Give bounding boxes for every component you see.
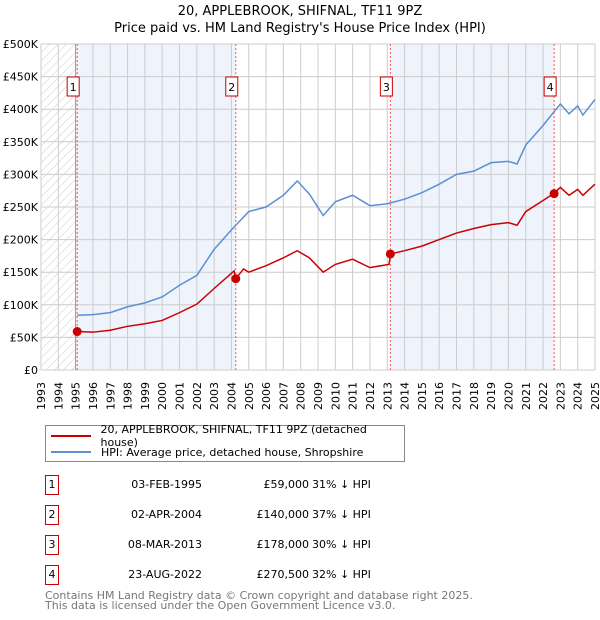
x-tick-label: 2008 — [295, 382, 308, 410]
y-tick-label: £100K — [3, 299, 39, 312]
y-tick-label: £200K — [3, 234, 39, 247]
x-tick-label: 2018 — [468, 382, 481, 410]
x-tick-label: 2006 — [260, 382, 273, 410]
x-tick-label: 1997 — [104, 382, 117, 410]
sale-row: 4 23-AUG-2022 £270,500 32% ↓ HPI — [45, 565, 445, 585]
legend-swatch-hpi — [51, 451, 91, 453]
sale-label: 2 — [228, 81, 235, 94]
x-tick-label: 2019 — [485, 382, 498, 410]
sale-number: 3 — [45, 535, 59, 555]
x-tick-label: 2022 — [537, 382, 550, 410]
sale-label-box — [379, 76, 393, 97]
sale-label-box — [66, 76, 80, 97]
footer-copyright: Contains HM Land Registry data © Crown c… — [45, 589, 473, 602]
y-tick-label: £350K — [3, 136, 39, 149]
x-tick-label: 2014 — [399, 382, 412, 410]
x-tick-label: 2003 — [208, 382, 221, 410]
x-tick-label: 2009 — [312, 382, 325, 410]
series-line-price — [77, 183, 596, 333]
sale-point — [72, 327, 82, 337]
x-tick-label: 1993 — [35, 382, 48, 410]
x-tick-label: 2021 — [520, 382, 533, 410]
y-tick-label: £500K — [3, 38, 39, 51]
x-tick-label: 1995 — [70, 382, 83, 410]
x-tick-label: 2013 — [381, 382, 394, 410]
y-tick-label: £0 — [24, 364, 38, 377]
sale-price: £140,000 — [256, 508, 310, 521]
sale-row: 1 03-FEB-1995 £59,000 31% ↓ HPI — [45, 475, 445, 495]
x-tick-label: 1994 — [52, 382, 65, 410]
sale-label-box — [225, 76, 239, 97]
y-tick-label: £250K — [3, 201, 39, 214]
sale-row: 2 02-APR-2004 £140,000 37% ↓ HPI — [45, 505, 445, 525]
legend-label-price: 20, APPLEBROOK, SHIFNAL, TF11 9PZ (detac… — [100, 423, 367, 449]
sale-price: £178,000 — [256, 538, 310, 551]
x-tick-label: 2020 — [502, 382, 515, 410]
x-tick-label: 2001 — [174, 382, 187, 410]
sale-point — [549, 189, 559, 199]
sale-number: 1 — [45, 475, 59, 495]
sale-price: £270,500 — [256, 568, 310, 581]
y-tick-label: £300K — [3, 168, 39, 181]
x-tick-label: 2011 — [347, 382, 360, 410]
x-tick-label: 1996 — [87, 382, 100, 410]
sale-hpi-diff: 31% ↓ HPI — [312, 478, 371, 491]
y-tick-label: £450K — [3, 71, 39, 84]
sale-hpi-diff: 30% ↓ HPI — [312, 538, 371, 551]
x-tick-label: 2000 — [156, 382, 169, 410]
price-chart: 1993 1994 1995 1996 1997 1998 1999 2000 2001 2002… — [3, 38, 600, 410]
x-tick-label: 2016 — [433, 382, 446, 410]
x-tick-label: 1998 — [122, 382, 135, 410]
sale-date: 03-FEB-1995 — [131, 478, 202, 491]
sale-hpi-diff: 32% ↓ HPI — [312, 568, 371, 581]
x-tick-label: 2015 — [416, 382, 429, 410]
y-tick-label: £400K — [3, 103, 39, 116]
y-tick-label: £50K — [10, 331, 39, 344]
x-tick-label: 2012 — [364, 382, 377, 410]
sale-point — [231, 274, 241, 284]
chart-title: 20, APPLEBROOK, SHIFNAL, TF11 9PZ — [177, 4, 423, 19]
x-tick-label: 2024 — [572, 382, 585, 410]
x-tick-label: 2002 — [191, 382, 204, 410]
sale-label: 3 — [383, 81, 390, 94]
y-tick-label: £150K — [3, 266, 39, 279]
x-tick-label: 2004 — [225, 382, 238, 410]
sale-date: 02-APR-2004 — [130, 508, 202, 521]
sale-label: 4 — [547, 81, 554, 94]
x-tick-label: 2023 — [554, 382, 567, 410]
x-tick-label: 2025 — [589, 382, 600, 410]
footer-licence: This data is licensed under the Open Gov… — [45, 599, 396, 612]
legend-swatch-price — [51, 435, 91, 437]
sale-number: 4 — [45, 565, 59, 585]
sale-number: 2 — [45, 505, 59, 525]
chart-subtitle: Price paid vs. HM Land Registry's House … — [114, 21, 486, 36]
series-line-hpi — [77, 98, 596, 316]
sale-row: 3 08-MAR-2013 £178,000 30% ↓ HPI — [45, 535, 445, 555]
sale-date: 08-MAR-2013 — [127, 538, 202, 551]
x-tick-label: 2010 — [329, 382, 342, 410]
sale-date: 23-AUG-2022 — [128, 568, 202, 581]
sale-hpi-diff: 37% ↓ HPI — [312, 508, 371, 521]
x-tick-label: 2007 — [277, 382, 290, 410]
x-tick-label: 2017 — [451, 382, 464, 410]
sale-label: 1 — [70, 81, 77, 94]
sale-label-box — [543, 76, 557, 97]
sale-price: £59,000 — [263, 478, 310, 491]
legend-label-hpi: HPI: Average price, detached house, Shro… — [101, 445, 364, 459]
legend: 20, APPLEBROOK, SHIFNAL, TF11 9PZ (detac… — [45, 423, 405, 462]
x-tick-label: 2005 — [243, 382, 256, 410]
x-tick-label: 1999 — [139, 382, 152, 410]
sale-point — [385, 249, 395, 259]
